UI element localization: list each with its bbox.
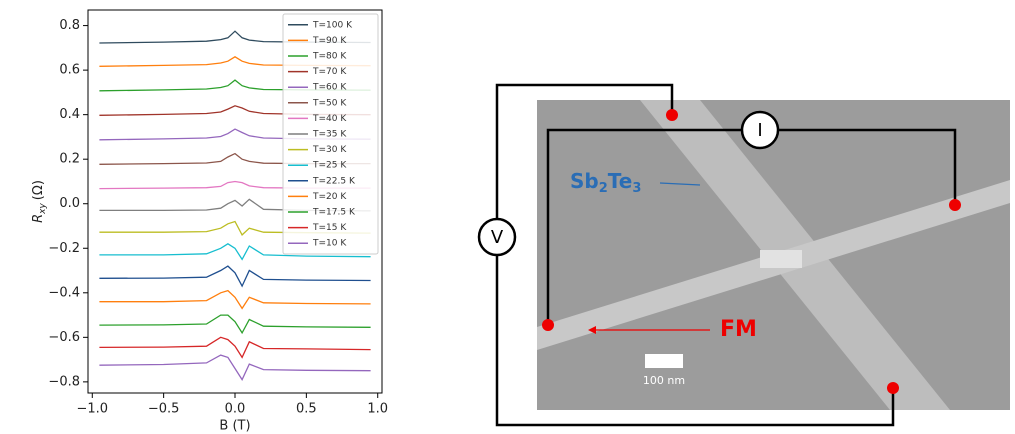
y-tick-label: 0.8: [59, 18, 80, 33]
x-tick-label: −0.5: [148, 402, 180, 417]
contact: [949, 199, 961, 211]
x-tick-label: 1.0: [367, 402, 388, 417]
scale-label: 100 nm: [643, 374, 685, 387]
material-sub: 3: [632, 181, 641, 196]
y-tick-label: −0.2: [48, 241, 80, 256]
voltage-label: V: [491, 227, 504, 248]
y-tick-label: −0.4: [48, 285, 80, 300]
current-label: I: [757, 120, 762, 141]
material-part: Te: [608, 169, 633, 193]
y-label-subscript: xy: [38, 203, 48, 215]
x-tick-label: 0.5: [296, 402, 317, 417]
scale-bar: [645, 354, 683, 368]
y-label-symbol: R: [31, 214, 46, 223]
legend-label: T=60 K: [312, 83, 347, 93]
y-tick-label: 0.2: [59, 152, 80, 167]
material-sub: 2: [599, 181, 608, 196]
legend-label: T=70 K: [312, 67, 347, 77]
material-part: Sb: [570, 169, 599, 193]
contact: [542, 319, 554, 331]
x-tick-label: −1.0: [76, 402, 108, 417]
x-tick-label: 0.0: [225, 402, 246, 417]
y-tick-label: −0.8: [48, 374, 80, 389]
contact: [887, 382, 899, 394]
contact: [666, 109, 678, 121]
legend-label: T=40 K: [312, 114, 347, 124]
y-tick-label: 0.4: [59, 107, 80, 122]
legend-label: T=10 K: [312, 239, 347, 249]
y-tick-label: −0.6: [48, 330, 80, 345]
legend-label: T=17.5 K: [312, 208, 356, 218]
legend-label: T=35 K: [312, 130, 347, 140]
fm-label: FM: [720, 317, 757, 342]
legend-label: T=80 K: [312, 52, 347, 62]
legend-label: T=15 K: [312, 223, 347, 233]
legend-label: T=20 K: [312, 192, 347, 202]
legend-label: T=90 K: [312, 36, 347, 46]
legend-label: T=30 K: [312, 145, 347, 155]
legend-label: T=25 K: [312, 161, 347, 171]
legend-label: T=22.5 K: [312, 176, 356, 186]
legend-label: T=100 K: [312, 20, 353, 30]
junction: [760, 250, 802, 268]
sem-image: [537, 100, 1010, 410]
y-tick-label: 0.0: [59, 196, 80, 211]
y-tick-label: 0.6: [59, 63, 80, 78]
figure: I V Sb2Te3 FM 100 nm −0.8 −0.6 −0.4 −0.2 0.0…: [0, 0, 1015, 434]
legend-label: T=50 K: [312, 98, 347, 108]
y-label-unit: (Ω): [31, 180, 46, 200]
x-axis-label: B (T): [219, 419, 250, 434]
